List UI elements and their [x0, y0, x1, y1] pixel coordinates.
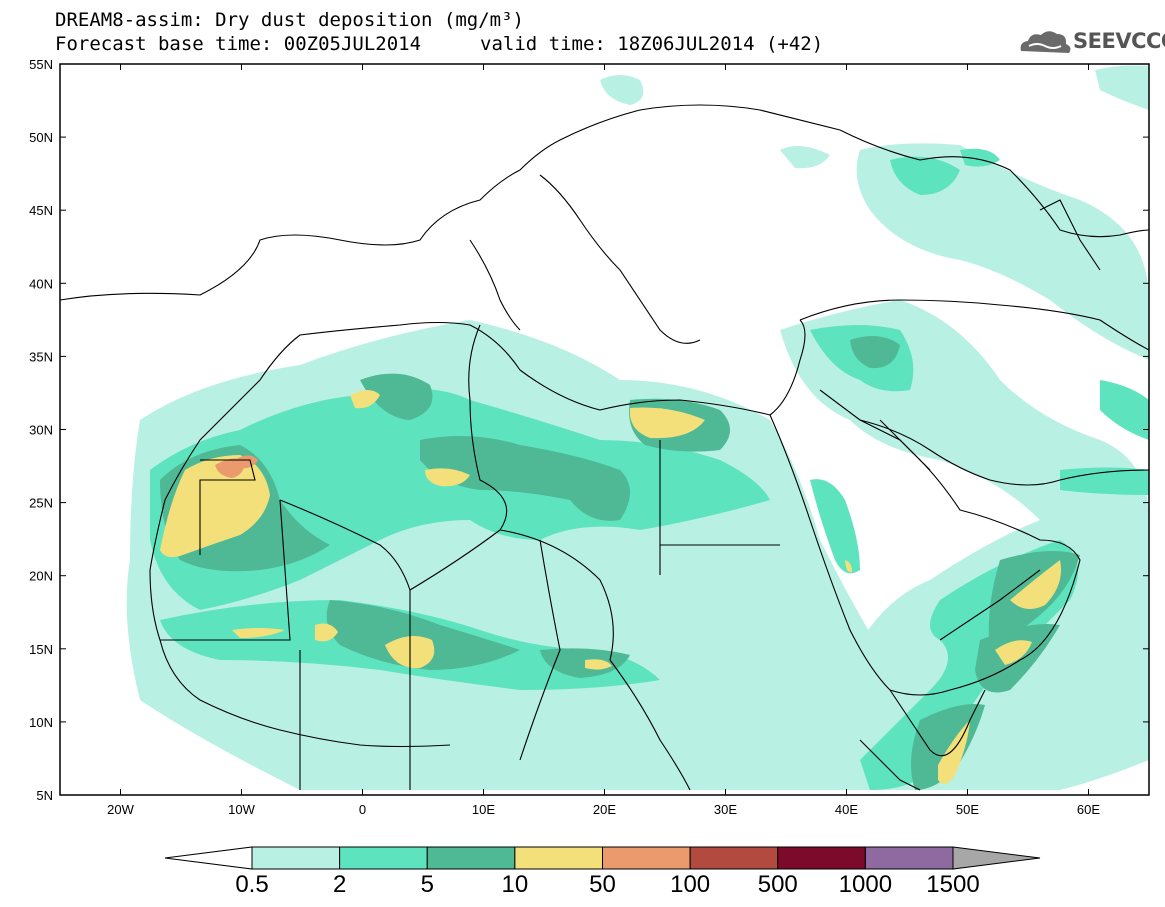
valid-time: valid time: 18Z06JUL2014 (+42) [480, 33, 824, 55]
legend-swatch [864, 846, 954, 870]
legend-label: 1000 [839, 871, 892, 898]
lat-tick-label: 40N [29, 276, 53, 291]
latitude-axis: 55N 50N 45N 40N 35N 30N 25N 20N 15N 10N 5N [29, 57, 1149, 803]
longitude-axis: 20W 10W 0 10E 20E 30E 40E 50E 60E [107, 64, 1100, 817]
lat-tick-label: 25N [29, 496, 53, 511]
legend-label: 100 [670, 871, 710, 898]
lat-tick-label: 20N [29, 569, 53, 584]
legend-label: 500 [758, 871, 798, 898]
legend-swatch [514, 846, 603, 870]
legend-swatch [339, 846, 428, 870]
legend-low-arrow [164, 846, 253, 870]
lon-tick-label: 30E [714, 802, 737, 817]
forecast-base-time: Forecast base time: 00Z05JUL2014 [55, 33, 422, 55]
lon-tick-label: 40E [835, 802, 858, 817]
legend-swatch [689, 846, 779, 870]
lon-tick-label: 20W [107, 802, 134, 817]
legend-label: 5 [421, 871, 434, 898]
map-title: DREAM8-assim: Dry dust deposition (mg/m³… [55, 9, 524, 31]
lon-tick-label: 10W [228, 802, 255, 817]
lon-tick-label: 10E [472, 802, 495, 817]
logo-text: SEEVCCC [1073, 29, 1165, 53]
lon-tick-label: 0 [359, 802, 366, 817]
legend-label: 1500 [926, 871, 979, 898]
legend-swatch [602, 846, 691, 870]
legend-high-arrow [952, 846, 1041, 870]
legend-label: 0.5 [235, 871, 268, 898]
legend-label: 50 [589, 871, 616, 898]
lat-tick-label: 50N [29, 130, 53, 145]
lat-tick-label: 45N [29, 203, 53, 218]
lat-tick-label: 5N [36, 788, 53, 803]
legend-swatch [426, 846, 516, 870]
legend-swatch [251, 846, 341, 870]
lat-tick-label: 10N [29, 715, 53, 730]
lat-tick-label: 15N [29, 642, 53, 657]
lon-tick-label: 50E [956, 802, 979, 817]
coastlines [60, 104, 1149, 791]
legend-label: 2 [333, 871, 346, 898]
legend-swatch [777, 846, 866, 870]
lat-tick-label: 35N [29, 349, 53, 364]
color-legend: 0.5 2 5 10 50 100 500 1000 1500 [164, 846, 1041, 898]
cloud-icon [1020, 31, 1071, 53]
lon-tick-label: 20E [593, 802, 616, 817]
lat-tick-label: 55N [29, 57, 53, 72]
dust-field [126, 65, 1149, 790]
lon-tick-label: 60E [1077, 802, 1100, 817]
legend-label: 10 [502, 871, 529, 898]
lat-tick-label: 30N [29, 423, 53, 438]
